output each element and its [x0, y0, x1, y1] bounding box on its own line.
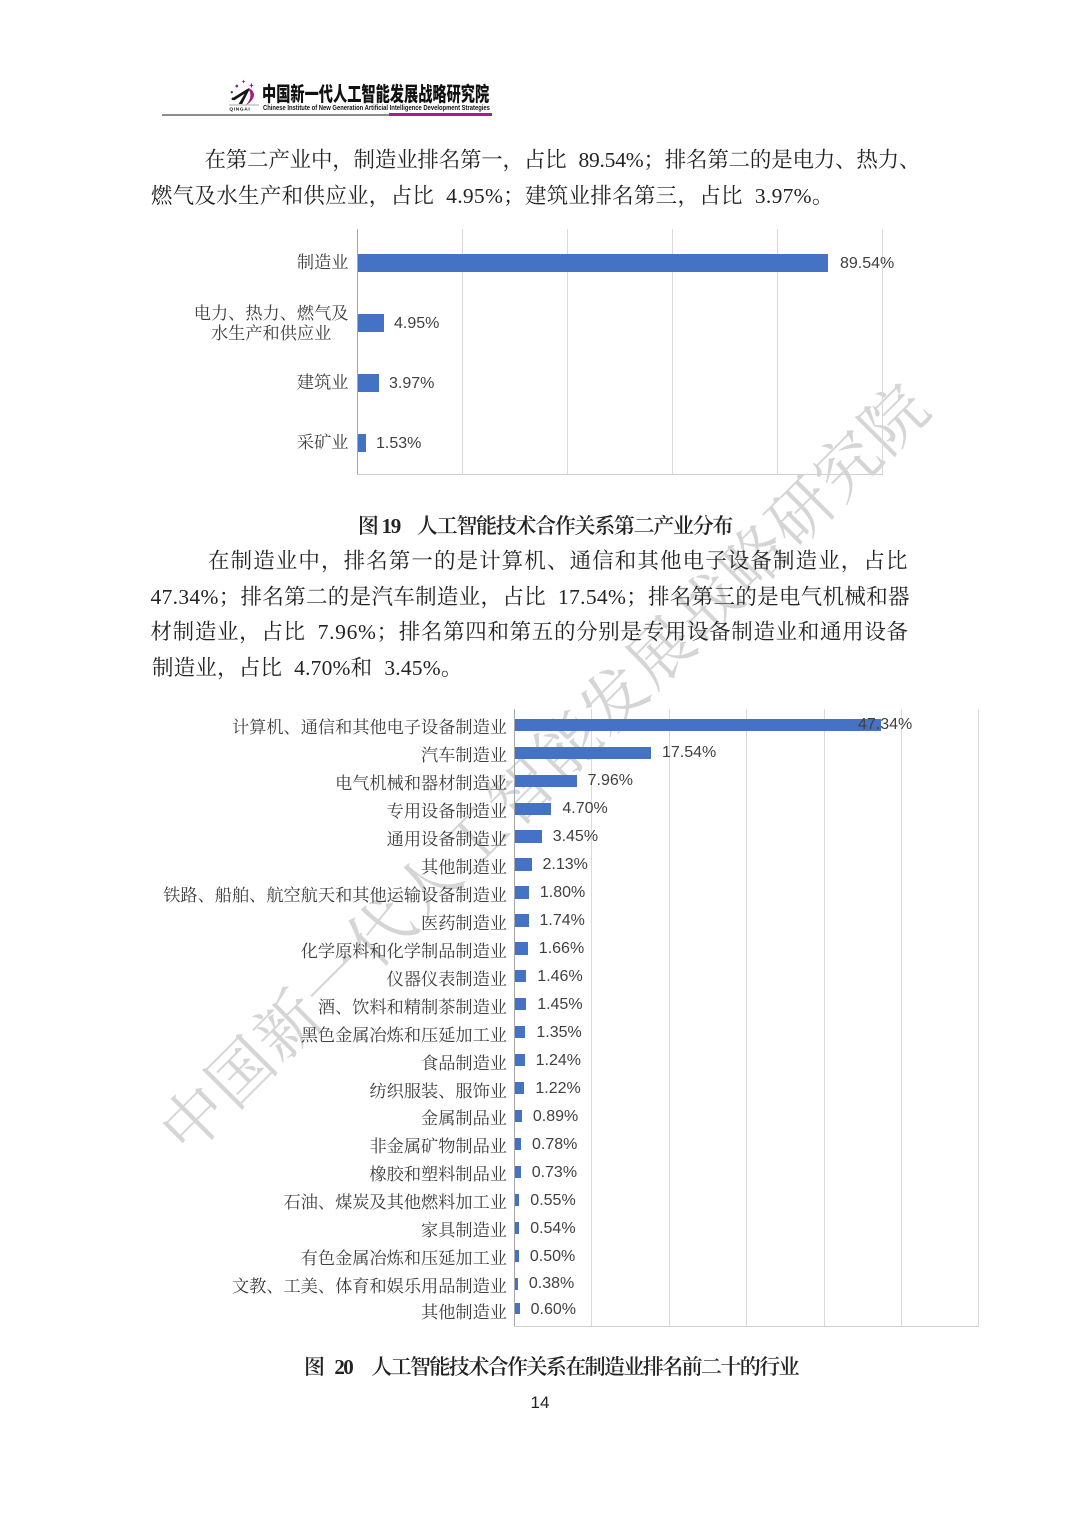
svg-text:中国新一代人工智能发展战略研究院: 中国新一代人工智能发展战略研究院: [136, 359, 948, 1171]
svg-text:QINGAI: QINGAI: [229, 107, 250, 113]
